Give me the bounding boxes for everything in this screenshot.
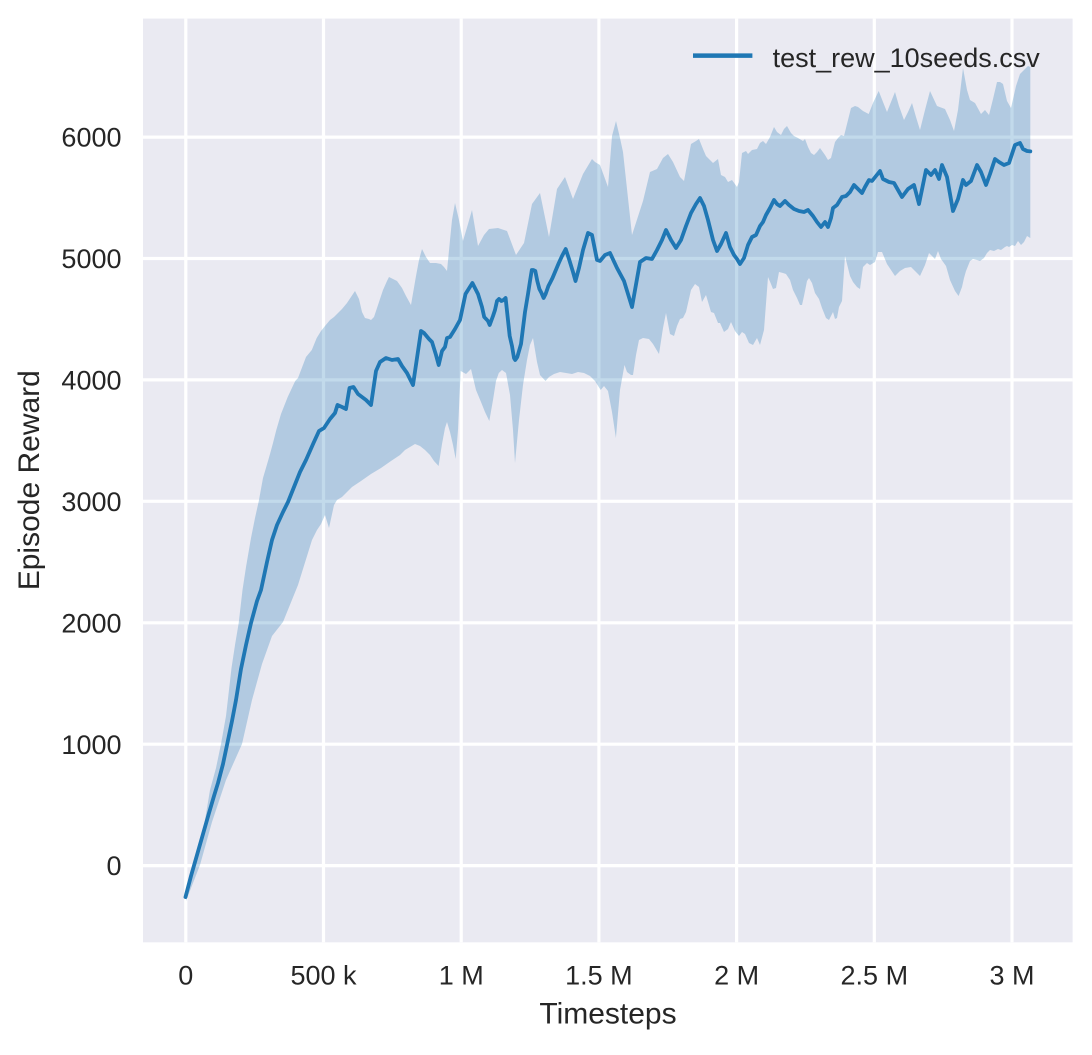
svg-text:2 M: 2 M	[714, 961, 759, 991]
svg-text:1.5 M: 1.5 M	[565, 961, 633, 991]
svg-text:3 M: 3 M	[989, 961, 1034, 991]
svg-text:5000: 5000	[61, 244, 121, 274]
svg-text:2000: 2000	[61, 608, 121, 638]
svg-text:1 M: 1 M	[439, 961, 484, 991]
svg-text:4000: 4000	[61, 366, 121, 396]
svg-text:Timesteps: Timesteps	[539, 998, 676, 1031]
svg-text:1000: 1000	[61, 730, 121, 760]
svg-text:0: 0	[106, 851, 121, 881]
svg-text:6000: 6000	[61, 123, 121, 153]
svg-text:3000: 3000	[61, 487, 121, 517]
svg-text:Episode Reward: Episode Reward	[13, 370, 46, 590]
svg-text:test_rew_10seeds.csv: test_rew_10seeds.csv	[773, 43, 1041, 73]
svg-text:2.5 M: 2.5 M	[841, 961, 909, 991]
svg-text:500 k: 500 k	[290, 961, 357, 991]
svg-text:0: 0	[178, 961, 193, 991]
